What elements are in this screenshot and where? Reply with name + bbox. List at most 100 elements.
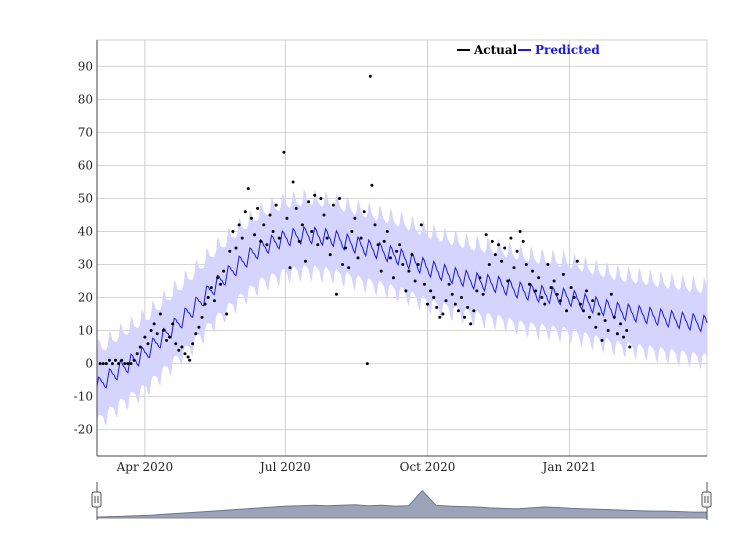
- actual-point: [206, 296, 210, 299]
- actual-point: [98, 362, 102, 366]
- actual-point: [304, 259, 307, 263]
- actual-point: [123, 362, 127, 366]
- actual-point: [460, 296, 463, 299]
- actual-point: [398, 243, 402, 247]
- actual-point: [359, 236, 363, 240]
- actual-point: [512, 266, 516, 270]
- actual-point: [129, 362, 133, 366]
- actual-point: [325, 236, 329, 240]
- actual-point: [606, 329, 610, 332]
- actual-point: [447, 282, 451, 286]
- actual-point: [350, 230, 354, 233]
- y-tick-label: 90: [78, 59, 93, 73]
- actual-point: [334, 292, 338, 296]
- actual-point: [515, 249, 519, 253]
- actual-point: [356, 256, 360, 260]
- actual-point: [146, 342, 150, 346]
- actual-point: [413, 279, 417, 283]
- actual-point: [277, 236, 281, 240]
- range-selector[interactable]: [91, 482, 712, 520]
- actual-point: [203, 302, 207, 306]
- range-handle-left[interactable]: [91, 482, 102, 520]
- actual-point: [591, 299, 595, 303]
- actual-point: [469, 322, 473, 326]
- actual-point: [521, 239, 525, 243]
- actual-point: [200, 315, 204, 319]
- actual-point: [444, 299, 448, 303]
- range-handle-right[interactable]: [701, 482, 712, 520]
- actual-point: [594, 325, 598, 329]
- legend[interactable]: Actual Predicted: [457, 43, 600, 57]
- actual-point: [104, 362, 108, 366]
- actual-point: [401, 263, 405, 266]
- actual-point: [463, 315, 466, 319]
- y-tick-label: 80: [78, 92, 93, 106]
- actual-point: [138, 345, 142, 349]
- y-tick-label: 50: [78, 191, 93, 205]
- x-tick-label: Apr 2020: [116, 460, 173, 474]
- actual-point: [426, 302, 429, 306]
- actual-point: [456, 309, 460, 313]
- predicted-series: [96, 225, 708, 389]
- y-tick-label: 0: [85, 357, 93, 371]
- actual-point: [450, 292, 454, 296]
- actual-point: [246, 187, 250, 191]
- actual-point: [316, 243, 320, 247]
- actual-point: [344, 246, 348, 250]
- actual-point: [183, 352, 187, 356]
- actual-point: [518, 230, 522, 233]
- actual-point: [453, 302, 457, 306]
- actual-point: [222, 269, 226, 273]
- actual-point: [347, 266, 351, 270]
- actual-point: [152, 322, 156, 326]
- actual-point: [310, 230, 314, 233]
- actual-point: [237, 223, 241, 227]
- actual-point: [597, 312, 601, 316]
- plot-area: [96, 39, 708, 457]
- actual-point: [558, 299, 562, 303]
- actual-point: [143, 335, 147, 339]
- actual-point: [578, 302, 582, 306]
- actual-point: [365, 362, 369, 366]
- actual-point: [243, 210, 247, 214]
- actual-point: [319, 197, 323, 200]
- actual-point: [253, 233, 256, 237]
- actual-point: [615, 332, 619, 336]
- actual-point: [585, 289, 588, 293]
- actual-point: [362, 210, 366, 214]
- actual-series: [98, 74, 632, 366]
- actual-point: [561, 272, 565, 276]
- actual-point: [231, 230, 235, 233]
- actual-point: [628, 345, 632, 349]
- actual-point: [288, 266, 292, 270]
- actual-point: [388, 256, 392, 260]
- actual-point: [155, 332, 159, 336]
- actual-point: [531, 269, 534, 273]
- actual-point: [546, 263, 550, 266]
- actual-point: [534, 289, 538, 293]
- actual-point: [174, 342, 178, 346]
- actual-point: [186, 355, 190, 359]
- actual-point: [565, 309, 568, 313]
- actual-point: [478, 276, 482, 280]
- actual-point: [432, 296, 436, 299]
- actual-point: [110, 362, 114, 366]
- actual-point: [117, 362, 121, 366]
- actual-point: [395, 249, 399, 253]
- actual-point: [575, 259, 579, 263]
- actual-point: [588, 315, 592, 319]
- actual-point: [572, 296, 576, 299]
- actual-point: [497, 243, 500, 247]
- actual-point: [429, 289, 433, 293]
- actual-point: [341, 263, 344, 266]
- x-tick-label: Jan 2021: [541, 460, 597, 474]
- x-tick-label: Jul 2020: [258, 460, 311, 474]
- actual-point: [524, 263, 528, 266]
- actual-point: [543, 302, 547, 306]
- actual-point: [410, 253, 414, 257]
- actual-point: [385, 230, 389, 233]
- actual-point: [537, 276, 541, 280]
- actual-point: [484, 233, 488, 237]
- actual-point: [506, 279, 510, 283]
